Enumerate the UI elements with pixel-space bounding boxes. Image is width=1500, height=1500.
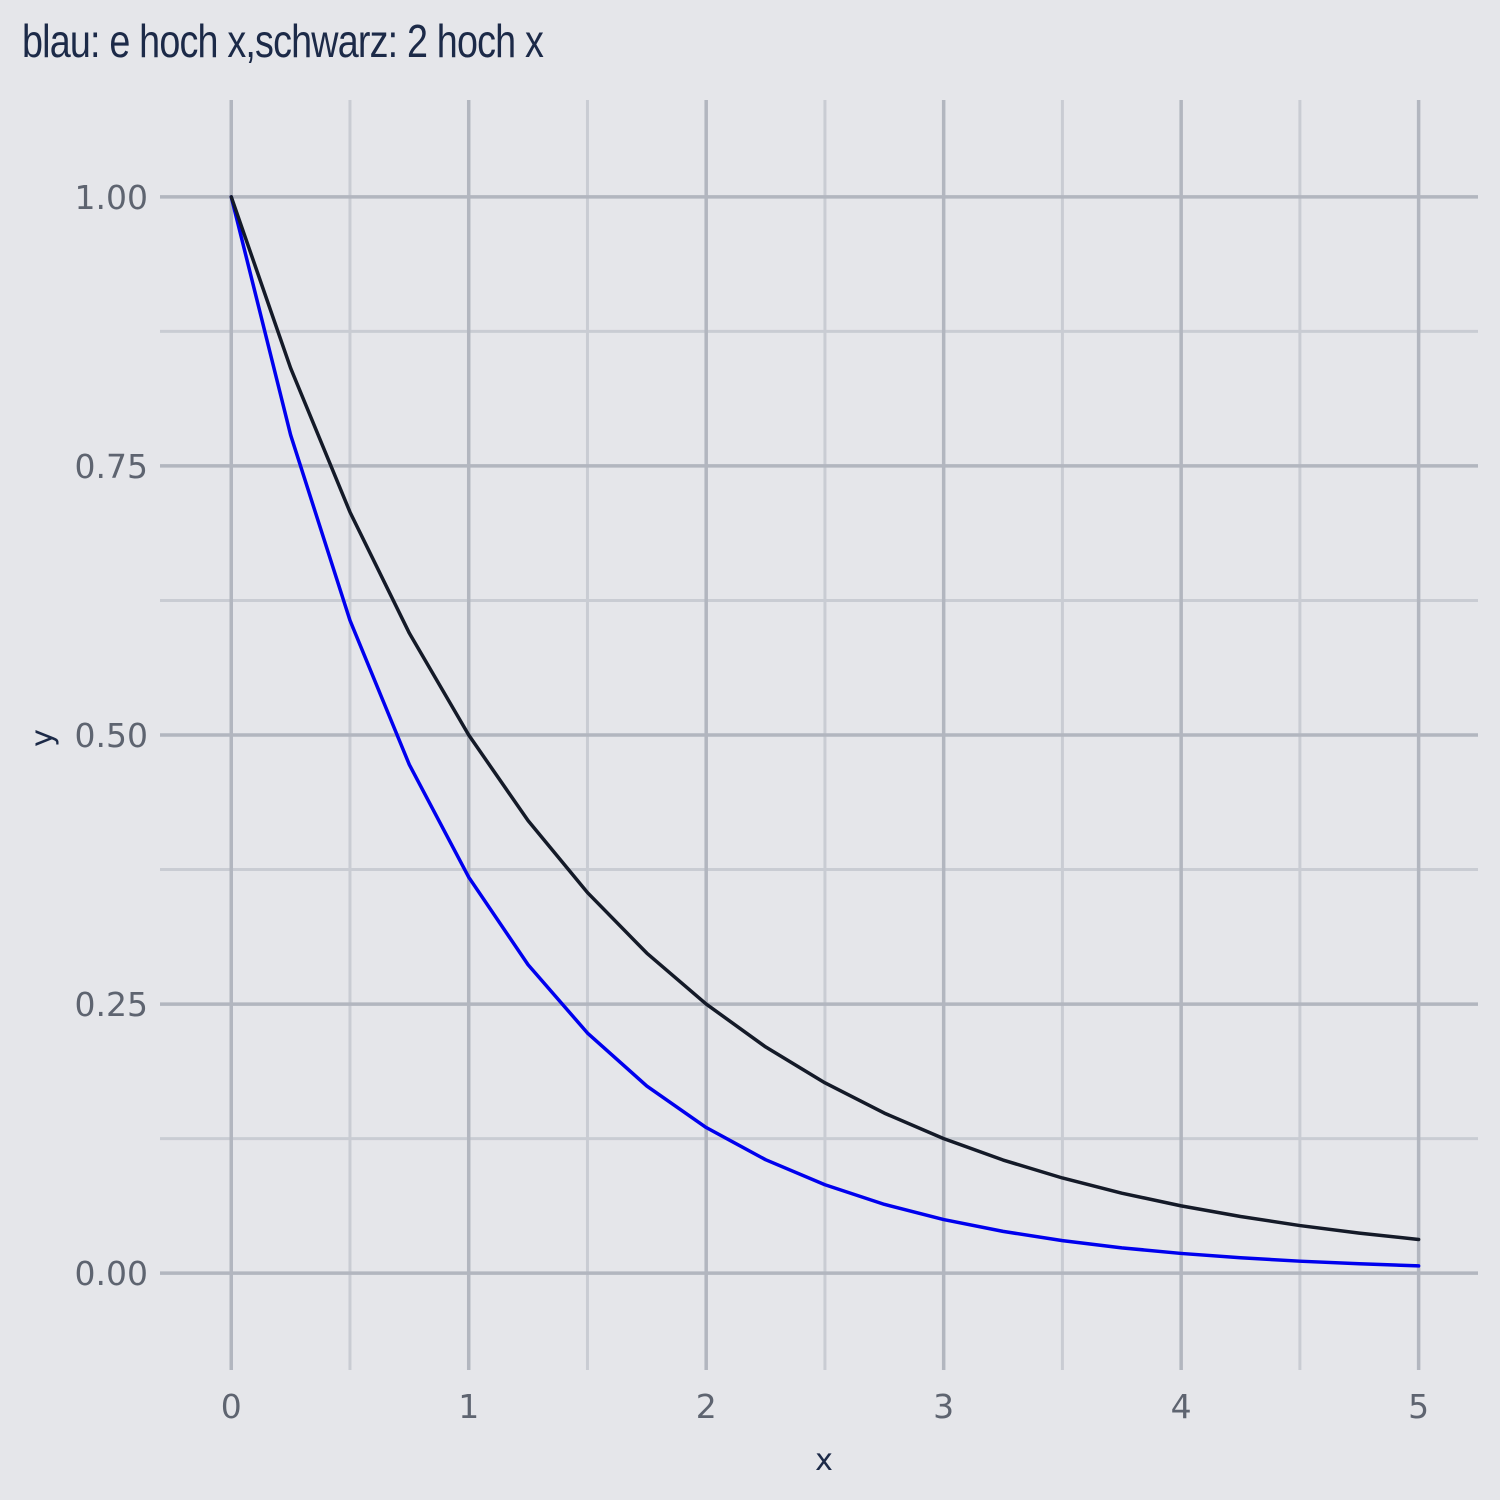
x-tick-label: 3 (933, 1387, 954, 1426)
y-tick-label: 0.00 (75, 1254, 148, 1293)
x-tick-label: 4 (1171, 1387, 1192, 1426)
y-tick-label: 1.00 (75, 178, 148, 217)
x-tick-label: 2 (696, 1387, 717, 1426)
x-axis-title: x (815, 1443, 833, 1478)
y-tick-label: 0.50 (75, 716, 148, 755)
tick-labels: 0 1 2 3 4 5 0.00 0.25 0.50 0.75 1.00 (75, 178, 1430, 1426)
series-line-1 (229, 195, 1421, 1268)
y-axis-title: y (25, 729, 60, 747)
x-tick-label: 5 (1408, 1387, 1429, 1426)
series-layer (229, 195, 1421, 1268)
y-tick-label: 0.25 (75, 985, 148, 1024)
y-tick-label: 0.75 (75, 447, 148, 486)
x-tick-label: 1 (458, 1387, 479, 1426)
major-grid (160, 100, 1478, 1370)
series-line-2 (229, 195, 1421, 1242)
x-tick-label: 0 (221, 1387, 242, 1426)
chart-title: blau: e hoch x,schwarz: 2 hoch x (22, 15, 544, 67)
